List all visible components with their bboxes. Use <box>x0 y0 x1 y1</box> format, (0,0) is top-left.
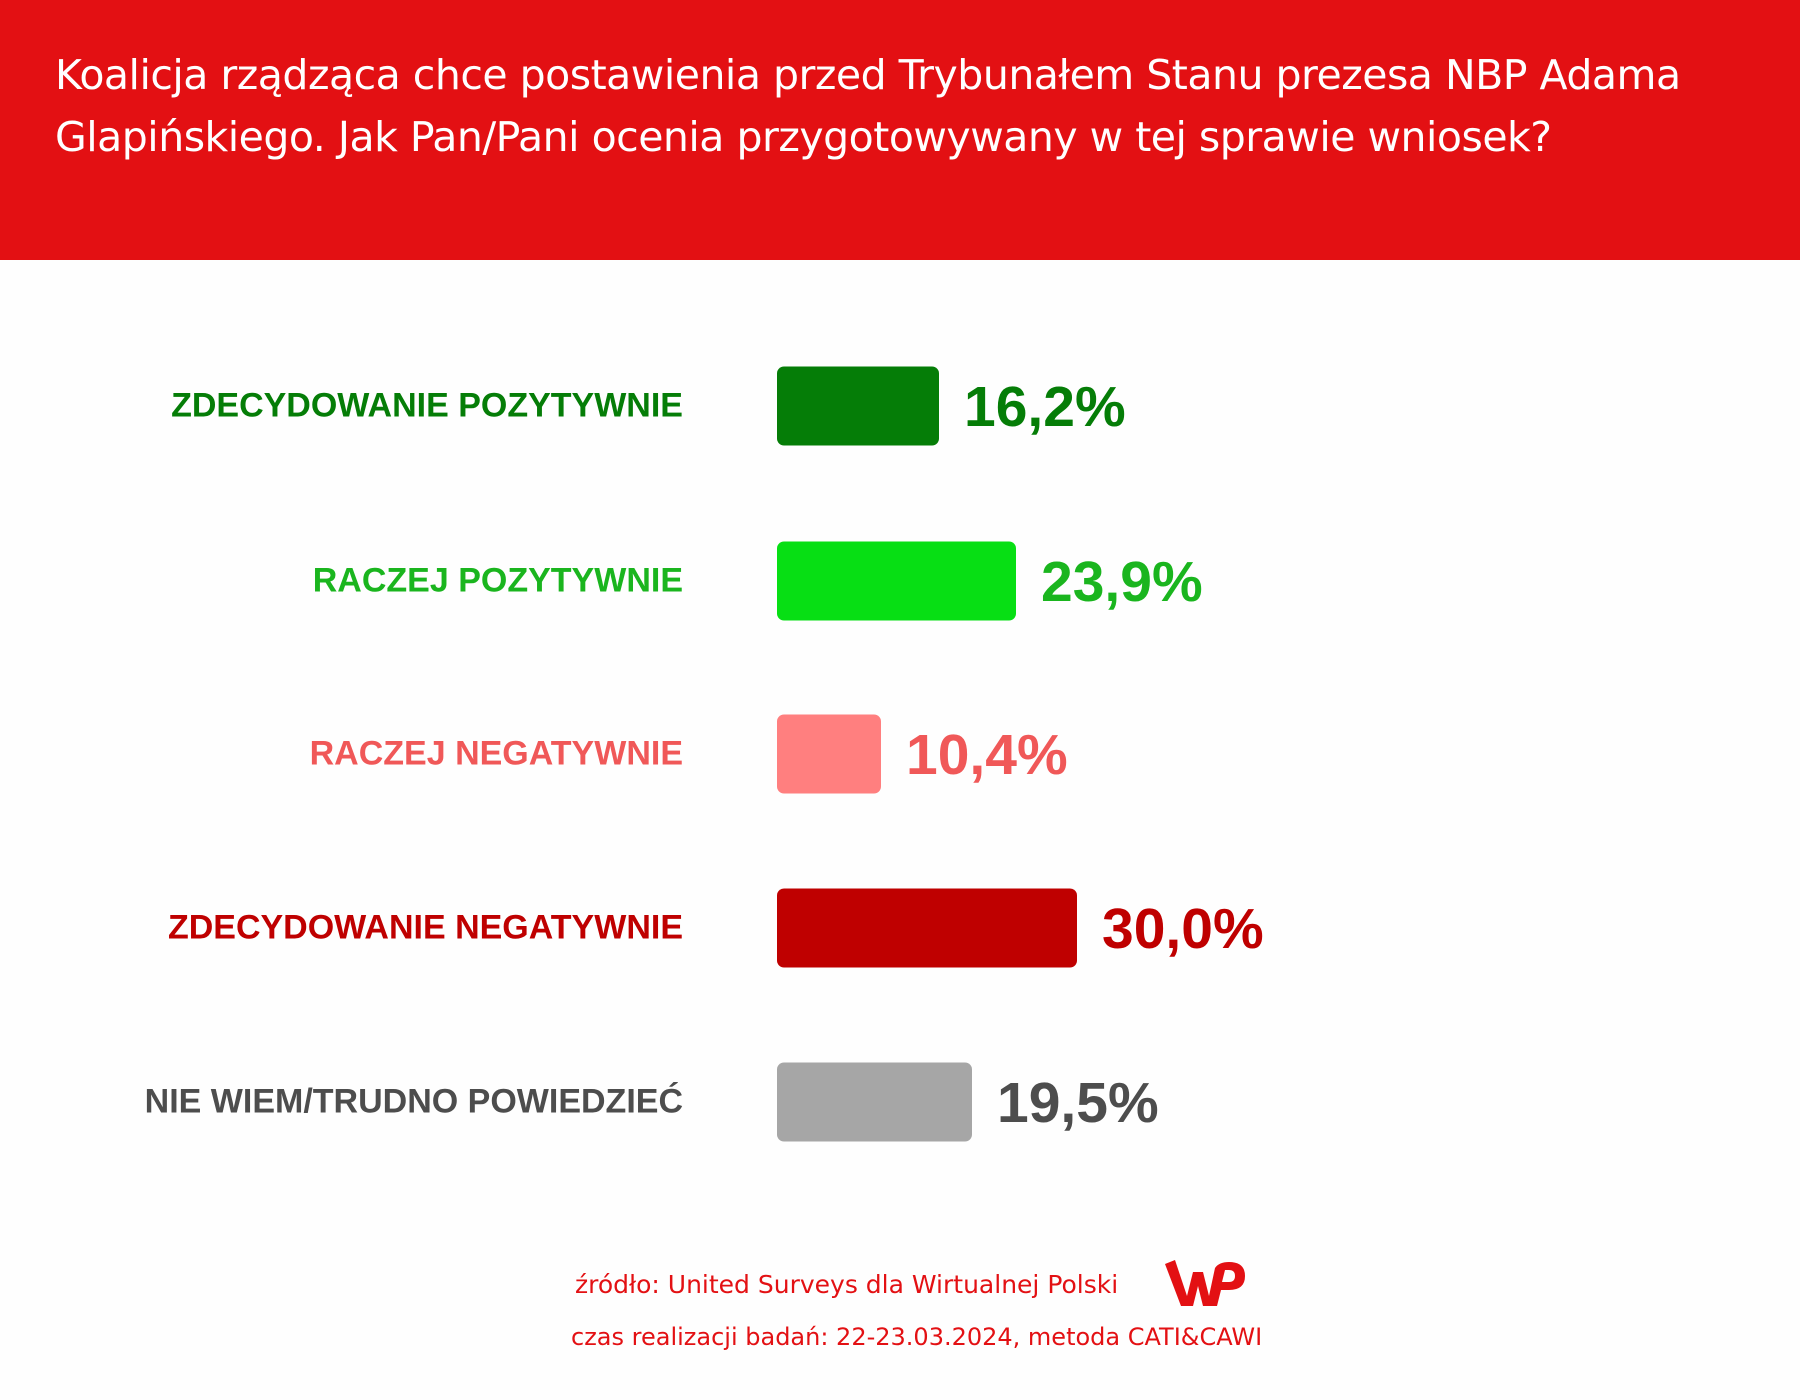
category-label: RACZEJ NEGATYWNIE <box>309 734 683 773</box>
value-label: 19,5% <box>997 1071 1159 1135</box>
chart-title: Koalicja rządząca chce postawienia przed… <box>55 51 1681 161</box>
bar <box>777 714 881 794</box>
category-label: NIE WIEM/TRUDNO POWIEDZIEĆ <box>144 1082 683 1121</box>
bar <box>777 541 1016 621</box>
value-label: 16,2% <box>964 375 1126 439</box>
category-label: RACZEJ POZYTYWNIE <box>312 561 683 600</box>
value-label: 10,4% <box>906 723 1068 787</box>
wp-logo <box>1165 1260 1245 1306</box>
bar <box>777 1062 972 1142</box>
bar <box>777 888 1077 968</box>
value-label: 23,9% <box>1041 550 1203 614</box>
bar <box>777 366 939 446</box>
survey-details: czas realizacji badań: 22-23.03.2024, me… <box>571 1323 1263 1351</box>
value-label: 30,0% <box>1102 897 1264 961</box>
category-label: ZDECYDOWANIE NEGATYWNIE <box>167 908 683 947</box>
category-label: ZDECYDOWANIE POZYTYWNIE <box>171 386 683 425</box>
title-banner: Koalicja rządząca chce postawienia przed… <box>0 0 1800 260</box>
source-note: źródło: United Surveys dla Wirtualnej Po… <box>575 1270 1119 1299</box>
